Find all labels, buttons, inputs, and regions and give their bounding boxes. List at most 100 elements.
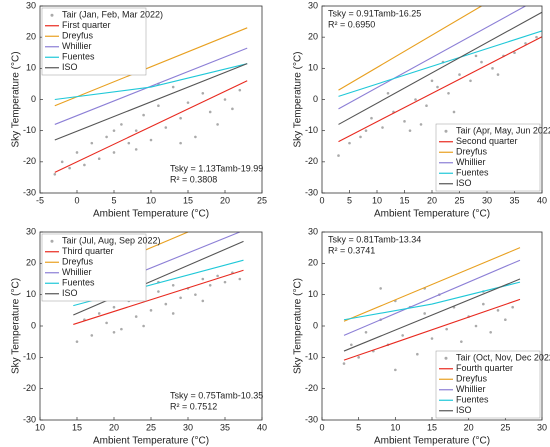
legend-label: ISO [62, 62, 78, 72]
legend-label: Tair (Jul, Aug, Sep 2022) [62, 236, 161, 246]
fit-line [73, 240, 244, 316]
x-tick-label: 20 [464, 422, 474, 432]
scatter-point [112, 305, 116, 309]
x-tick-label: -5 [36, 195, 44, 205]
scatter-point [201, 91, 205, 95]
x-tick-label: 0 [319, 422, 324, 432]
scatter-point [386, 91, 390, 95]
x-tick-label: 10 [390, 422, 400, 432]
scatter-point [90, 141, 94, 145]
fit-line [338, 30, 542, 97]
scatter-point [208, 283, 212, 287]
legend-label: ISO [62, 288, 78, 298]
scatter-point [423, 312, 426, 315]
scatter-point [120, 123, 123, 126]
scatter-point [179, 141, 182, 145]
y-tick-label: -30 [305, 187, 318, 197]
y-axis-label: Sky Temperature (°C) [11, 51, 22, 147]
fit-line [338, 36, 542, 143]
y-tick-label: -20 [305, 383, 318, 393]
y-tick-label: -20 [305, 156, 318, 166]
scatter-point [90, 334, 94, 337]
scatter-point [430, 337, 434, 340]
y-tick-label: 10 [26, 63, 36, 73]
scatter-point [238, 88, 242, 92]
fit-line [343, 259, 521, 336]
y-tick-label: 20 [308, 32, 318, 42]
legend-label: Second quarter [456, 136, 518, 146]
x-tick-label: 5 [347, 195, 352, 205]
y-tick-label: 0 [31, 320, 36, 330]
fit-line [343, 278, 521, 352]
scatter-point [337, 154, 340, 157]
panel: 10 15 20 25 30 35 40 -30 -20 -10 0 10 20 30 Ambient Te… [11, 226, 267, 446]
scatter-point [149, 309, 153, 312]
panel: -5 0 5 10 15 20 25 -30 -20 -10 0 10 20 30 Ambient Temp… [11, 0, 267, 219]
y-tick-label: 30 [308, 0, 318, 10]
scatter-point [83, 163, 86, 167]
scatter-point [201, 299, 205, 303]
scatter-point [436, 85, 439, 89]
y-tick-label: 30 [26, 226, 36, 236]
scatter-point [414, 98, 417, 101]
scatter-point [231, 107, 234, 111]
y-tick-label: 10 [26, 289, 36, 299]
x-axis-label: Ambient Temperature (°C) [93, 436, 209, 447]
fit-line [343, 281, 521, 321]
scatter-point [416, 352, 419, 356]
scatter-point [142, 113, 145, 117]
x-tick-label: 10 [372, 195, 382, 205]
scatter-point [381, 126, 384, 129]
legend-label: Whillier [62, 267, 92, 277]
y-tick-label: -10 [305, 352, 318, 362]
scatter-point [120, 327, 123, 331]
legend-label: Whillier [456, 384, 486, 394]
scatter-point [469, 79, 472, 83]
scatter-point [112, 151, 116, 154]
scatter-point [171, 85, 175, 89]
x-tick-label: 40 [537, 195, 547, 205]
y-axis-label: Sky Temperature (°C) [11, 278, 22, 374]
scatter-point [75, 340, 79, 343]
scatter-point [535, 35, 538, 39]
x-tick-label: 10 [146, 195, 156, 205]
scatter-point [430, 79, 434, 83]
legend-label: Fuentes [456, 395, 489, 405]
fit-annotation: R² = 0.3741 [328, 245, 375, 255]
x-tick-label: 25 [454, 195, 464, 205]
scatter-point [364, 129, 368, 132]
legend-label: Dreyfus [62, 257, 94, 267]
scatter-point [496, 309, 500, 312]
legend-label: Fuentes [456, 168, 489, 178]
legend-label: Tair (Jan, Feb, Mar 2022) [62, 10, 163, 20]
scatter-point [513, 51, 516, 55]
x-tick-label: 35 [220, 422, 230, 432]
scatter-point [480, 60, 483, 64]
legend-label: ISO [456, 178, 472, 188]
scatter-point [357, 356, 360, 359]
scatter-point [445, 327, 448, 331]
scatter-point [350, 343, 353, 347]
scatter-point [489, 330, 492, 334]
x-tick-label: 10 [35, 422, 45, 432]
y-tick-label: -30 [23, 187, 36, 197]
scatter-point [164, 302, 168, 306]
scatter-point [419, 123, 423, 126]
scatter-point [186, 101, 190, 104]
scatter-point [342, 362, 346, 365]
scatter-point [97, 157, 101, 161]
scatter-point [491, 67, 494, 70]
scatter-point [134, 129, 138, 132]
legend-label: Third quarter [62, 246, 114, 256]
fit-line [73, 269, 244, 325]
scatter-point [216, 123, 219, 126]
x-tick-label: 30 [537, 422, 547, 432]
y-tick-label: 10 [308, 289, 318, 299]
legend-marker [50, 239, 54, 243]
x-tick-label: 15 [183, 195, 193, 205]
scatter-point [149, 138, 153, 142]
fit-annotation: Tsky = 0.75Tamb-10.35 [170, 390, 263, 400]
y-tick-label: 20 [26, 258, 36, 268]
panel: 0 5 10 15 20 25 30 35 40 -30 -20 -10 0 10 20 30 Ambient … [293, 0, 550, 219]
scatter-point [142, 324, 145, 328]
